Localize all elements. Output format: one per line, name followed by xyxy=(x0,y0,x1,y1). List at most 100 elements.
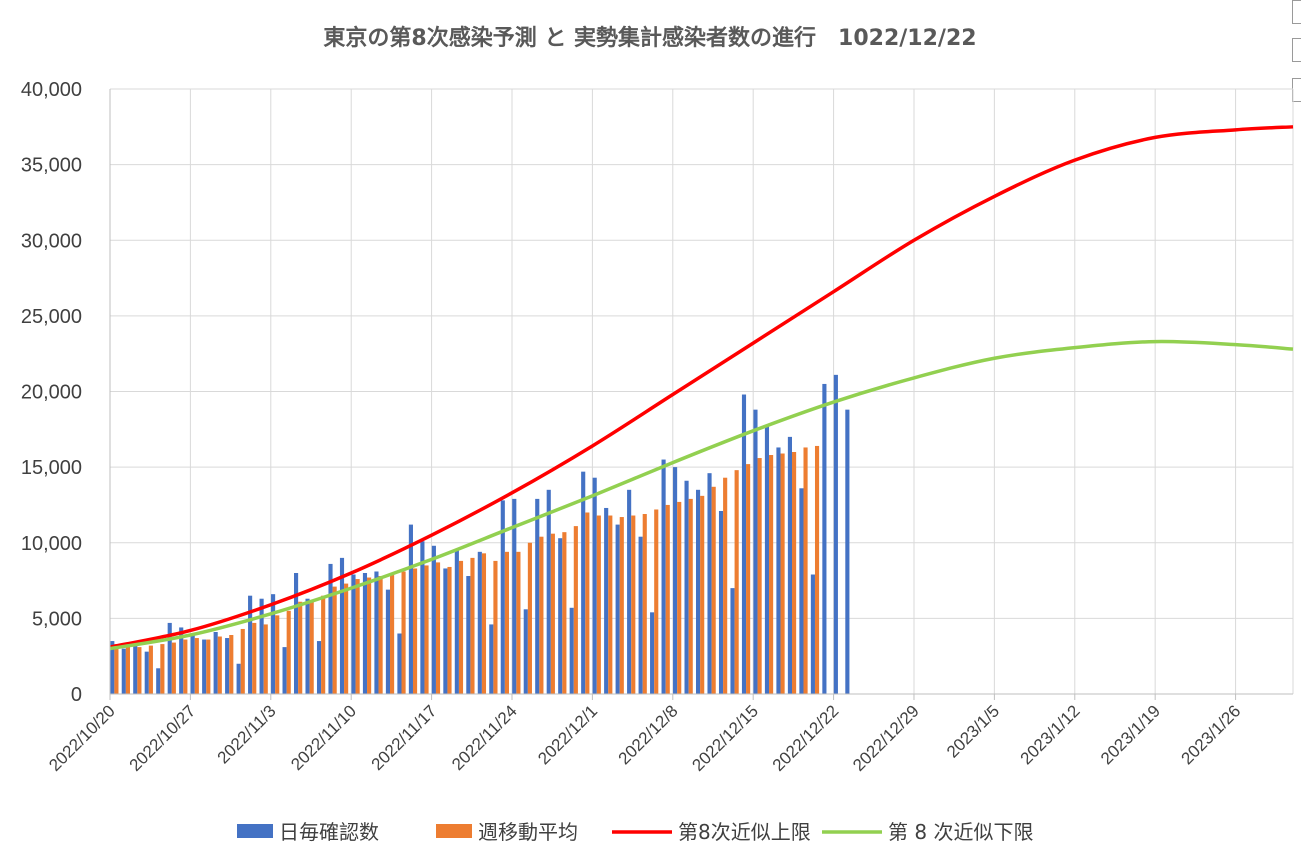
daily-count-bar xyxy=(225,638,230,694)
daily-count-bar xyxy=(523,609,528,694)
weekly-average-bar xyxy=(631,515,636,694)
upper-bound-line xyxy=(109,125,1294,649)
weekly-average-bar xyxy=(792,452,797,694)
weekly-average-bar xyxy=(321,595,326,694)
weekly-average-bar xyxy=(734,470,739,694)
weekly-average-bar xyxy=(286,610,291,694)
weekly-average-bar xyxy=(688,498,693,694)
x-tick-label: 2022/11/10 xyxy=(287,701,360,774)
weekly-average-bar xyxy=(711,486,716,694)
x-tick-label: 2022/12/22 xyxy=(769,701,843,775)
daily-count-bar xyxy=(305,598,310,694)
x-tick-label: 2022/11/17 xyxy=(368,701,441,774)
weekly-average-bar xyxy=(183,639,188,694)
daily-count-bar xyxy=(810,574,815,694)
x-tick-label: 2022/10/20 xyxy=(45,701,119,775)
corner-control-1[interactable] xyxy=(1292,0,1301,24)
y-tick-label: 15,000 xyxy=(21,457,82,479)
daily-count-bar xyxy=(110,641,115,694)
weekly-average-bar xyxy=(137,647,142,694)
daily-count-bar xyxy=(707,473,712,694)
weekly-average-bar xyxy=(355,579,360,694)
lower-bound-line xyxy=(109,339,1294,651)
daily-count-bar xyxy=(627,489,632,694)
weekly-average-bar xyxy=(619,517,624,694)
weekly-average-bar xyxy=(217,636,222,694)
daily-count-bar xyxy=(282,647,287,694)
daily-count-bar xyxy=(271,594,276,694)
weekly-average-bar xyxy=(746,464,751,694)
daily-count-bar xyxy=(454,550,459,694)
x-tick-labels: 2022/10/20 2022/10/27 2022/11/3 2022/11/10 2… xyxy=(45,701,1244,775)
x-tick-label: 2022/12/1 xyxy=(534,701,601,768)
daily-count-bar xyxy=(408,524,413,694)
weekly-average-bar xyxy=(642,514,647,694)
daily-count-bar xyxy=(248,595,253,694)
weekly-average-bar xyxy=(252,622,257,694)
daily-count-bar xyxy=(213,631,218,694)
daily-count-bar xyxy=(420,541,425,694)
daily-count-bar xyxy=(695,489,701,694)
weekly-average-bar xyxy=(608,515,613,694)
daily-count-bar xyxy=(535,498,540,694)
daily-count-bar xyxy=(581,471,586,694)
daily-count-bar xyxy=(316,641,322,694)
weekly-average-bar xyxy=(458,560,464,694)
daily-count-bar xyxy=(787,436,792,695)
weekly-average-bar xyxy=(814,445,820,694)
daily-count-bar xyxy=(362,573,368,694)
daily-count-bar xyxy=(764,426,770,694)
x-tick-label: 2022/11/3 xyxy=(214,701,280,767)
daily-count-bar xyxy=(799,488,804,694)
weekly-average-bar xyxy=(424,565,429,694)
weekly-average-bar xyxy=(378,576,383,694)
weekly-average-bar xyxy=(527,542,532,694)
x-tick-label: 2023/1/26 xyxy=(1177,701,1244,768)
daily-count-bar xyxy=(638,536,643,694)
y-tick-label: 10,000 xyxy=(21,533,82,555)
x-tick-label: 2022/12/15 xyxy=(688,701,762,775)
daily-count-bar xyxy=(466,576,471,694)
y-tick-label: 5,000 xyxy=(32,608,82,630)
weekly-average-bar xyxy=(114,644,119,694)
weekly-average-bar xyxy=(229,635,234,694)
daily-count-bar xyxy=(776,447,781,694)
weekly-average-bar xyxy=(550,533,555,694)
daily-count-bar xyxy=(351,574,356,694)
weekly-average-bar xyxy=(665,504,670,694)
weekly-average-bar xyxy=(493,560,498,694)
weekly-average-bar xyxy=(769,455,774,694)
corner-control-2[interactable] xyxy=(1292,38,1301,62)
daily-count-bar xyxy=(156,668,161,694)
weekly-average-bar xyxy=(344,583,349,694)
weekly-average-bar xyxy=(596,515,601,694)
legend-label: 第8次近似上限 xyxy=(678,820,811,844)
x-tick-label: 2023/1/5 xyxy=(943,701,1003,761)
weekly-average-bar xyxy=(160,644,165,694)
weekly-average-bar xyxy=(390,573,395,694)
daily-count-bar xyxy=(845,409,850,694)
line-marks xyxy=(109,125,1294,651)
daily-count-bar xyxy=(167,622,172,694)
weekly-average-bar xyxy=(573,526,578,694)
daily-count-bar xyxy=(661,459,666,694)
weekly-average-bar xyxy=(435,562,441,694)
x-tick-label: 2023/1/19 xyxy=(1097,701,1164,768)
daily-count-bar xyxy=(558,538,563,694)
weekly-average-bar xyxy=(240,628,245,694)
weekly-average-bar xyxy=(803,447,808,694)
weekly-average-bar xyxy=(504,551,509,694)
y-tick-labels: 0 5,000 10,000 15,000 20,000 25,000 30,000 35,0… xyxy=(21,79,82,706)
daily-count-bar xyxy=(144,651,149,694)
y-tick-label: 35,000 xyxy=(21,155,82,177)
daily-count-bar xyxy=(190,633,195,694)
legend: 日毎確認数 週移動平均 第8次近似上限 第 8 次近似下限 xyxy=(237,820,1033,844)
weekly-average-bar xyxy=(309,600,314,694)
legend-swatch xyxy=(436,824,472,838)
daily-count-bar xyxy=(500,500,505,694)
daily-count-bar xyxy=(650,612,655,694)
weekly-average-bar xyxy=(780,453,785,694)
weekly-average-bar xyxy=(401,571,406,694)
daily-count-bar xyxy=(133,645,138,694)
